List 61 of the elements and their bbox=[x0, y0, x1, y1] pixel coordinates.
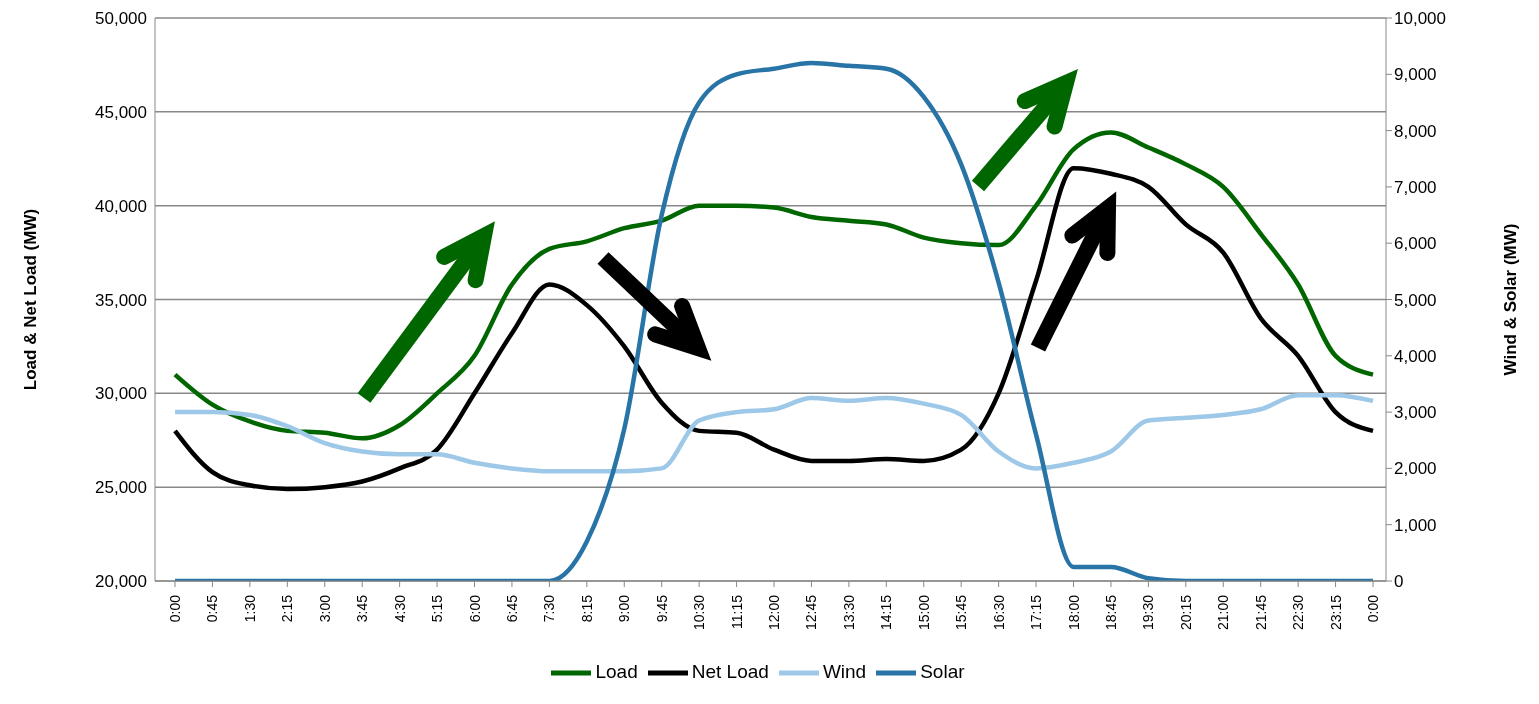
x-tick-label: 8:15 bbox=[578, 594, 595, 623]
x-tick-label: 19:30 bbox=[1140, 594, 1157, 631]
x-tick-label: 17:15 bbox=[1028, 594, 1045, 631]
legend-label: Wind bbox=[822, 661, 867, 683]
x-tick-label: 21:45 bbox=[1252, 594, 1269, 631]
x-tick-label: 3:00 bbox=[316, 594, 333, 623]
x-tick-label: 0:00 bbox=[167, 594, 183, 623]
x-tick-label: 22:30 bbox=[1290, 594, 1307, 631]
x-tick-label: 18:45 bbox=[1102, 594, 1119, 631]
y-tick-label: 50,000 bbox=[95, 9, 147, 29]
x-tick-label: 16:30 bbox=[990, 594, 1007, 631]
x-tick-label: 5:15 bbox=[429, 594, 446, 623]
y2-tick-label: 10,000 bbox=[1394, 9, 1446, 29]
line-series bbox=[172, 60, 1376, 581]
x-tick-label: 12:00 bbox=[766, 594, 782, 631]
y-tick-label: 40,000 bbox=[95, 196, 147, 216]
y2-tick-label: 8,000 bbox=[1394, 121, 1437, 141]
y2-tick-label: 2,000 bbox=[1394, 459, 1437, 479]
x-tick-label: 12:45 bbox=[803, 594, 820, 631]
y2-tick-label: 1,000 bbox=[1394, 515, 1437, 535]
x-tick-label: 2:15 bbox=[279, 594, 296, 623]
x-tick-label: 15:00 bbox=[915, 594, 932, 631]
x-tick-label: 23:15 bbox=[1327, 594, 1344, 631]
legend-label: Load bbox=[595, 661, 638, 683]
line-series bbox=[172, 165, 1376, 492]
x-tick-label: 3:45 bbox=[354, 594, 371, 623]
y2-tick-label: 3,000 bbox=[1394, 403, 1437, 423]
x-tick-label: 18:00 bbox=[1065, 594, 1082, 631]
x-tick-label: 6:45 bbox=[503, 594, 520, 623]
legend-label: Solar bbox=[920, 661, 965, 683]
y2-tick-label: 4,000 bbox=[1394, 346, 1437, 366]
y-tick-label: 45,000 bbox=[95, 102, 147, 122]
x-tick-label: 14:15 bbox=[878, 594, 895, 631]
y-axis-title: Load & Net Load (MW) bbox=[21, 208, 41, 391]
y-tick-label: 35,000 bbox=[95, 290, 147, 310]
x-tick-label: 4:30 bbox=[391, 594, 408, 623]
y2-tick-label: 0 bbox=[1394, 572, 1404, 592]
y2-tick-label: 6,000 bbox=[1394, 234, 1437, 254]
line-series bbox=[172, 130, 1376, 441]
x-tick-label: 15:45 bbox=[953, 594, 970, 631]
x-tick-label: 11:15 bbox=[728, 594, 745, 629]
y2-tick-label: 5,000 bbox=[1394, 290, 1437, 310]
y2-axis-title: Wind & Solar (MW) bbox=[1501, 223, 1521, 376]
x-tick-label: 20:15 bbox=[1177, 594, 1194, 631]
x-tick-label: 0:45 bbox=[204, 594, 221, 623]
x-tick-label: 1:30 bbox=[241, 594, 258, 623]
y-tick-label: 20,000 bbox=[95, 572, 147, 592]
y2-tick-label: 7,000 bbox=[1394, 177, 1437, 197]
x-tick-label: 13:30 bbox=[840, 594, 857, 631]
y2-tick-label: 9,000 bbox=[1394, 65, 1437, 85]
x-tick-label: 7:30 bbox=[541, 594, 558, 623]
x-tick-label: 9:00 bbox=[616, 594, 633, 623]
legend-label: Net Load bbox=[691, 661, 769, 683]
x-tick-label: 21:00 bbox=[1215, 594, 1232, 631]
y-tick-label: 30,000 bbox=[95, 384, 147, 404]
x-tick-label: 10:30 bbox=[691, 594, 708, 631]
line-series bbox=[172, 392, 1376, 474]
x-tick-label: 0:00 bbox=[1365, 594, 1381, 623]
x-tick-label: 9:45 bbox=[653, 594, 670, 623]
x-tick-label: 6:00 bbox=[466, 594, 483, 623]
y-tick-label: 25,000 bbox=[95, 478, 147, 498]
